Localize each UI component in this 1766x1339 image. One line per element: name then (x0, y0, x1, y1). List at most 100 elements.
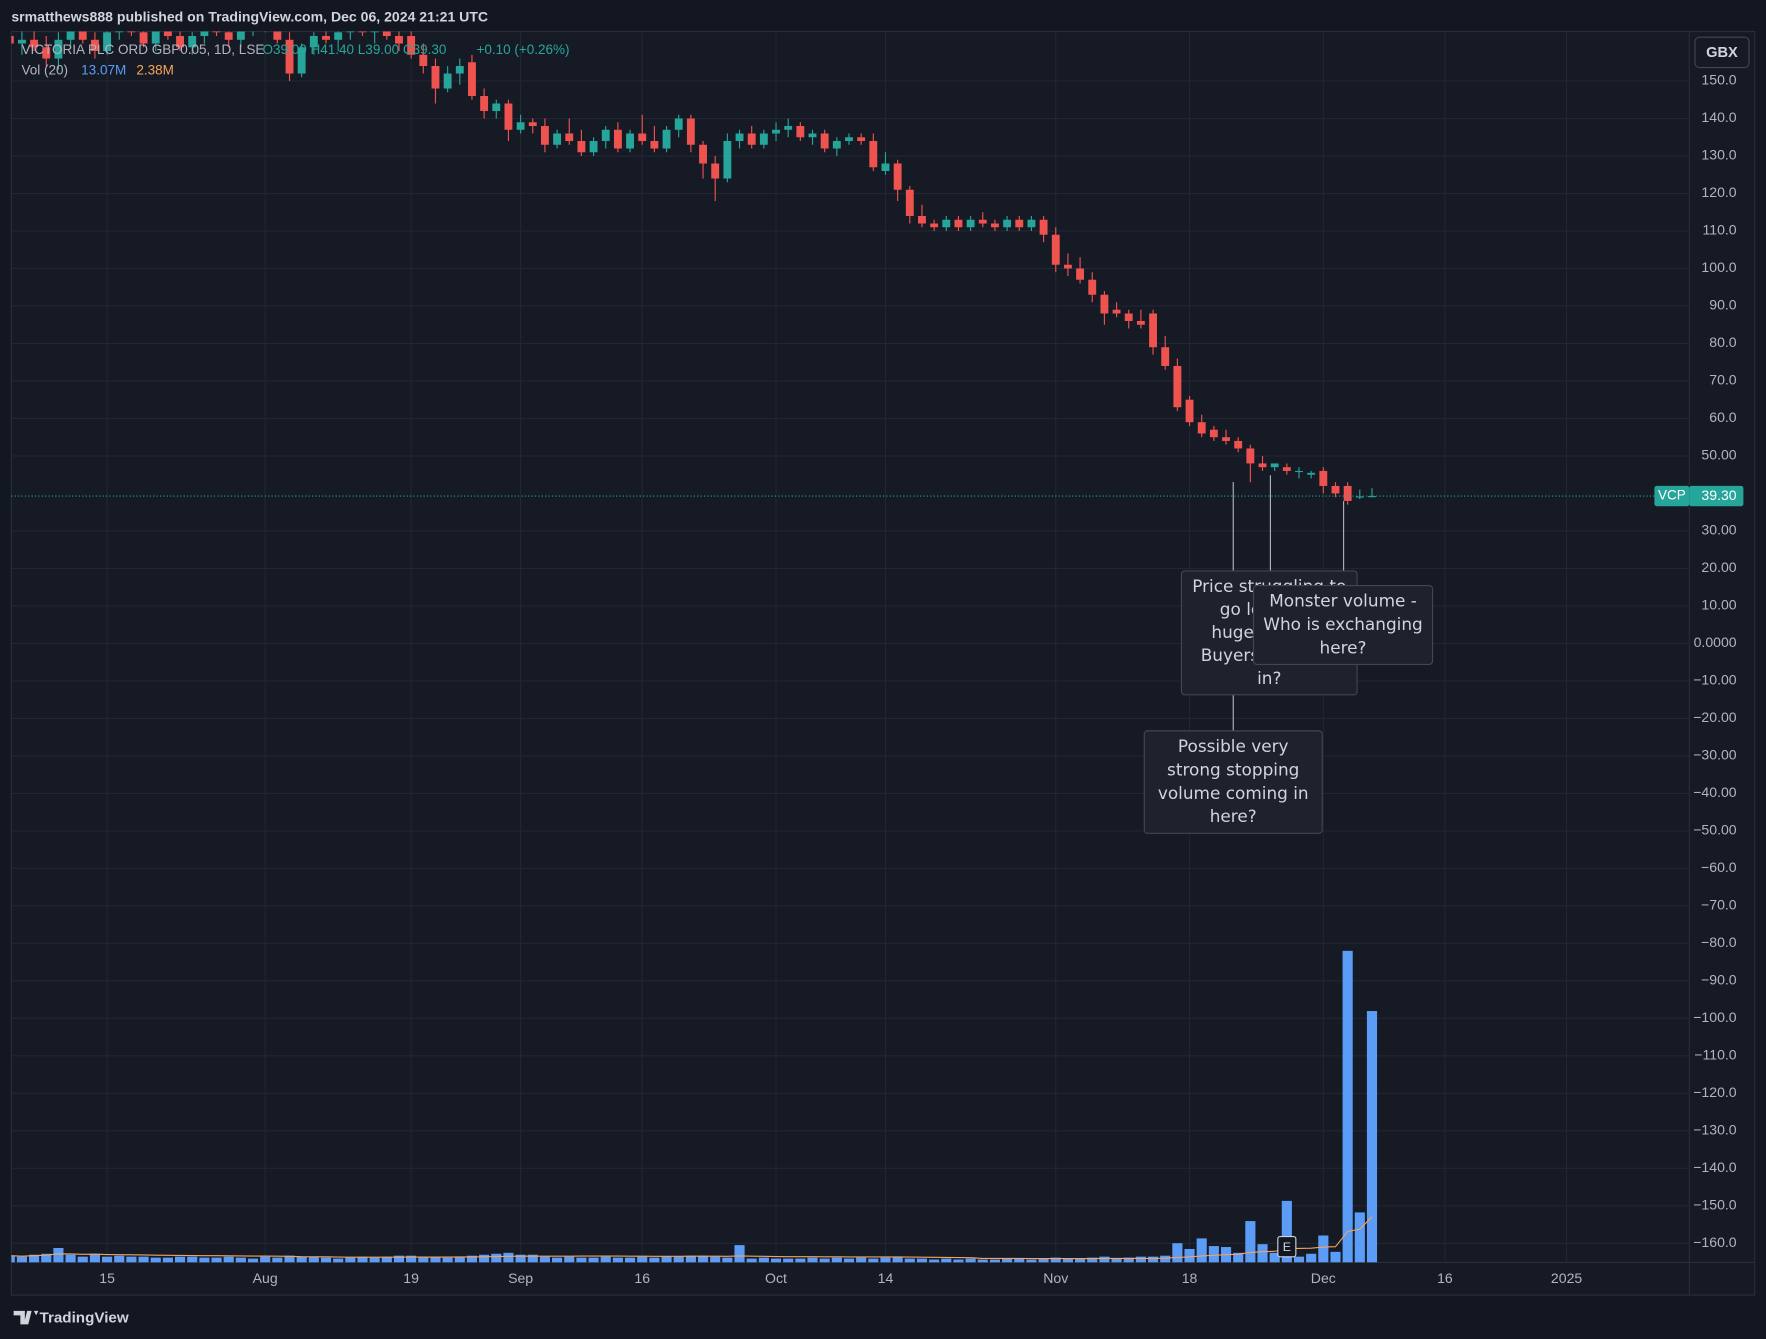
candle-body (772, 129, 780, 134)
volume-bar (552, 1257, 563, 1263)
candle-body (1234, 440, 1243, 449)
candle-body (1100, 294, 1109, 314)
volume-bar (1330, 1251, 1341, 1263)
candle-body (893, 163, 902, 190)
y-tick-label: 70.0 (1709, 372, 1737, 388)
candle-body (1319, 470, 1328, 486)
x-tick-label: Nov (1043, 1270, 1068, 1286)
volume-bar (843, 1258, 855, 1263)
header: srmatthews888 published on TradingView.c… (11, 9, 488, 25)
candle-body (443, 73, 452, 89)
symbol-name: VICTORIA PLC ORD GBP0.05, 1D, LSE (21, 42, 264, 57)
candle-body (309, 36, 318, 48)
candle-body (966, 219, 975, 228)
currency[interactable]: GBX (1706, 45, 1738, 61)
volume-bar (284, 1255, 295, 1263)
candle-body (103, 32, 112, 52)
candle-body (638, 133, 647, 142)
candle-body (358, 31, 367, 33)
y-tick-label: 120.0 (1701, 184, 1736, 200)
volume-bar (272, 1257, 283, 1263)
y-tick-label: −160.0 (1693, 1234, 1737, 1250)
candle-body (626, 133, 635, 149)
volume-bar (187, 1256, 198, 1263)
candle-body (1343, 485, 1352, 501)
volume-legend: Vol (20) (21, 63, 68, 78)
volume-bar (223, 1256, 234, 1263)
candle-body (212, 31, 221, 33)
volume-bar (649, 1257, 660, 1263)
candle-body (236, 31, 245, 40)
candle-body (1051, 234, 1060, 265)
annotation-box (1143, 730, 1323, 834)
volume-bar (1099, 1256, 1110, 1263)
volume-bar (65, 1254, 76, 1263)
candle-body (553, 133, 562, 145)
volume-bar (1245, 1221, 1256, 1263)
brand-logo (13, 1310, 39, 1325)
volume-bar (418, 1256, 429, 1263)
earnings-box (1277, 1235, 1297, 1258)
volume-bar (114, 1255, 125, 1263)
volume-bar (491, 1253, 502, 1263)
volume-bar (1002, 1258, 1013, 1263)
volume-bar (16, 1256, 28, 1263)
candle-body (796, 126, 805, 138)
candle-body (613, 129, 622, 149)
candle-body (869, 141, 878, 168)
y-tick-label: −20.00 (1693, 709, 1737, 725)
candle-body (395, 36, 403, 44)
volume-bar (685, 1255, 696, 1263)
volume-bar (880, 1257, 891, 1263)
y-tick-label: 130.0 (1701, 147, 1736, 163)
volume-bar (734, 1245, 745, 1263)
annotation-text: Monster volume - (1269, 591, 1417, 611)
volume-bar (856, 1257, 867, 1263)
volume-bar (138, 1256, 149, 1263)
candle-body (151, 31, 160, 44)
y-tick-label: −10.00 (1693, 672, 1737, 688)
candle-body (492, 103, 501, 112)
volume-bar (758, 1257, 769, 1263)
candle-body (1136, 320, 1145, 325)
candle-body (857, 137, 866, 142)
price-tag: 39.30 (1701, 487, 1736, 503)
ohlc-legend: O39.00 H41.40 L39.00 C39.30 (262, 42, 446, 57)
candle-body (589, 141, 598, 153)
volume-bar (320, 1257, 332, 1263)
candle-body (516, 122, 525, 130)
candle-body (17, 39, 26, 44)
candle-body (468, 62, 476, 97)
volume-bar (199, 1257, 210, 1263)
price-tag-symbol: VCP (1658, 488, 1686, 503)
volume-bar (1062, 1258, 1073, 1263)
volume-bar (1342, 950, 1353, 1263)
x-tick-label: Oct (765, 1270, 787, 1286)
volume-bar (1196, 1238, 1207, 1263)
volume-bar (673, 1256, 684, 1263)
volume-bar (770, 1258, 782, 1263)
candle-body (1149, 313, 1157, 348)
candle-body (686, 118, 695, 145)
volume-bar (247, 1258, 259, 1263)
annotation-box (1252, 585, 1434, 665)
candle-body (808, 133, 817, 138)
candle-body (30, 39, 39, 48)
volume-bar (503, 1252, 514, 1263)
volume-bar (357, 1256, 368, 1263)
volume-bar (1014, 1258, 1025, 1263)
candle-body (1355, 496, 1364, 498)
volume-bar (11, 1255, 15, 1263)
volume-bar (333, 1258, 344, 1263)
y-tick-label: −140.0 (1693, 1159, 1737, 1175)
volume-bar (795, 1258, 806, 1263)
volume-bar (539, 1256, 550, 1263)
candle-body (504, 103, 513, 130)
volume-bar (89, 1253, 100, 1263)
annotation-text: volume coming in (1158, 783, 1309, 803)
volume-bar (637, 1256, 648, 1263)
volume-legend-ma: 2.38M (136, 63, 174, 78)
candle-body (577, 141, 586, 153)
currency-button[interactable] (1694, 36, 1750, 69)
